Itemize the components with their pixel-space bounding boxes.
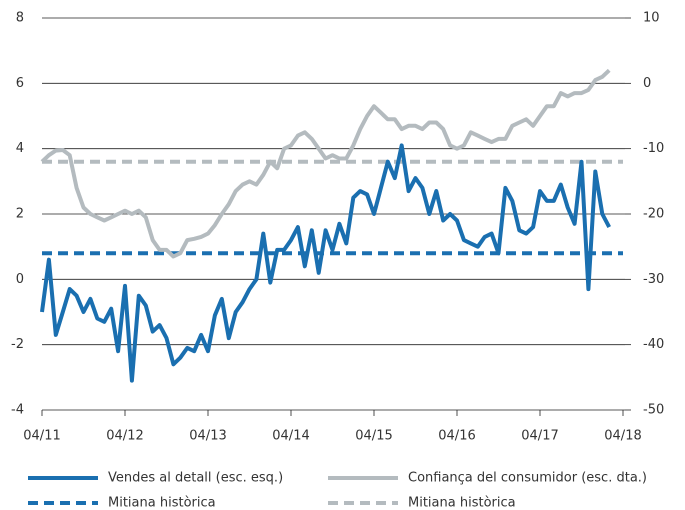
series-line [40,143,611,383]
legend-label: Vendes al detall (esc. esq.) [108,471,283,486]
y-tick-label: 2 [16,207,24,222]
legend-label: Mitiana històrica [108,496,216,510]
x-tick-label: 04/12 [106,429,143,444]
y2-tick-label: 10 [643,11,660,26]
legend-label: Confiança del consumidor (esc. dta.) [408,471,647,486]
y2-tick-label: -20 [643,207,664,222]
x-tick-label: 04/13 [189,429,226,444]
y-tick-label: 8 [16,11,24,26]
y-tick-label: 4 [16,141,24,156]
x-tick-label: 04/18 [604,429,641,444]
x-tick-label: 04/15 [355,429,392,444]
y-tick-label: 0 [16,272,24,287]
y2-tick-label: -10 [643,141,664,156]
y2-tick-label: -30 [643,272,664,287]
y-tick-label: -2 [11,337,24,352]
series-line [40,68,611,259]
x-tick-label: 04/14 [272,429,309,444]
x-tick-label: 04/17 [521,429,558,444]
y-tick-label: -4 [11,403,24,418]
y2-tick-label: 0 [643,76,651,91]
x-tick-label: 04/16 [438,429,475,444]
y2-tick-label: -40 [643,337,664,352]
y2-tick-label: -50 [643,403,664,418]
y-tick-label: 6 [16,76,24,91]
legend-label: Mitiana històrica [408,496,516,510]
x-tick-label: 04/11 [23,429,60,444]
